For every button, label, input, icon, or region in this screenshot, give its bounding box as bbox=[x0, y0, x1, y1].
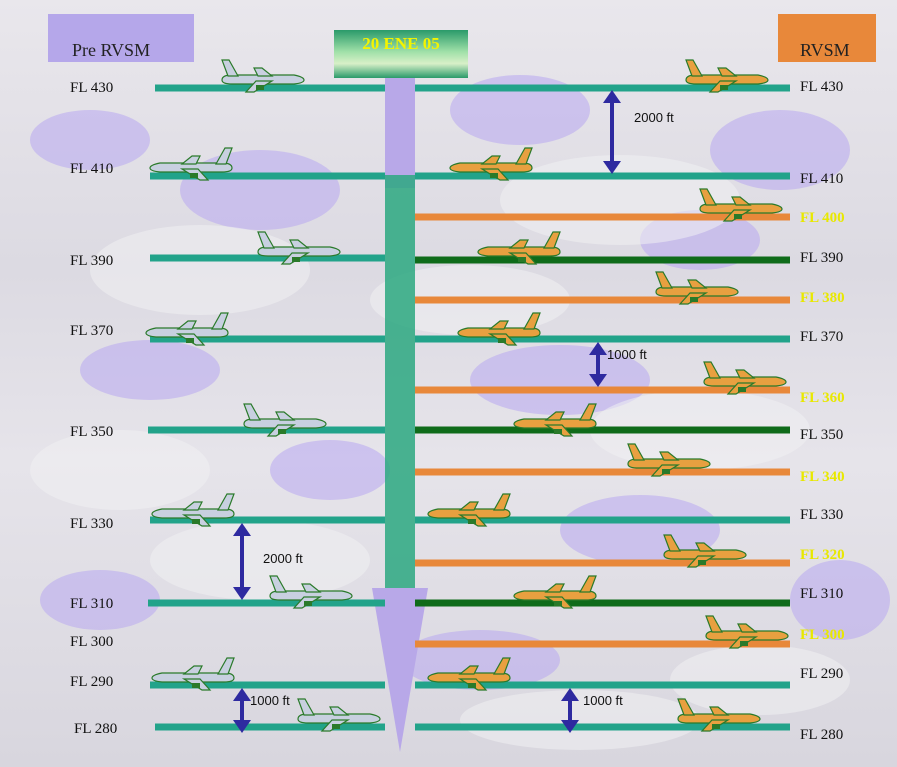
right-level-label: FL 330 bbox=[800, 507, 844, 523]
left-level-label: FL 350 bbox=[70, 424, 114, 440]
separation-label: 2000 ft bbox=[634, 110, 674, 125]
timeline-arrow-shaft bbox=[385, 78, 415, 188]
airplane-icon bbox=[655, 271, 739, 305]
airplane-icon bbox=[627, 443, 711, 477]
separation-arrow-head bbox=[589, 374, 607, 387]
right-level-label: FL 350 bbox=[800, 427, 844, 443]
right-level-label: FL 390 bbox=[800, 250, 844, 266]
separation-label: 1000 ft bbox=[250, 693, 290, 708]
right-level-label: FL 360 bbox=[800, 390, 845, 406]
left-level-label: FL 390 bbox=[70, 253, 114, 269]
cloud-shape bbox=[80, 340, 220, 400]
airplane-icon bbox=[427, 493, 511, 527]
airplane-icon bbox=[705, 615, 789, 649]
right-level-label: FL 340 bbox=[800, 469, 845, 485]
separation-arrow-head bbox=[603, 90, 621, 103]
separation-arrow-head bbox=[603, 161, 621, 174]
airplane-icon bbox=[703, 361, 787, 395]
right-level-label: FL 370 bbox=[800, 329, 844, 345]
separation-arrow-head bbox=[233, 688, 251, 701]
right-level-label: FL 280 bbox=[800, 727, 844, 743]
airplane-icon bbox=[151, 657, 235, 691]
timeline-arrow-head bbox=[372, 588, 428, 752]
separation-arrow-head bbox=[233, 523, 251, 536]
airplane-icon bbox=[297, 698, 381, 732]
separation-label: 1000 ft bbox=[583, 693, 623, 708]
cloud-shape bbox=[710, 110, 850, 190]
rvsm-header: RVSM bbox=[778, 14, 876, 62]
airplane-icon bbox=[513, 403, 597, 437]
cloud-shape bbox=[460, 690, 700, 750]
rvsm-label: RVSM bbox=[800, 40, 850, 60]
left-level-label: FL 290 bbox=[70, 674, 114, 690]
cloud-shape bbox=[90, 225, 310, 315]
left-level-label: FL 280 bbox=[74, 721, 118, 737]
cloud-shape bbox=[670, 645, 850, 715]
airplane-icon bbox=[145, 312, 229, 346]
separation-arrow-head bbox=[561, 688, 579, 701]
right-level-label: FL 430 bbox=[800, 79, 844, 95]
separation-label: 1000 ft bbox=[607, 347, 647, 362]
cloud-shape bbox=[40, 570, 160, 630]
airplane-icon bbox=[269, 575, 353, 609]
airplane-icon bbox=[449, 147, 533, 181]
date-box: 20 ENE 05 bbox=[334, 30, 468, 78]
cloud-shape bbox=[450, 75, 590, 145]
airplane-icon bbox=[149, 147, 233, 181]
separation-arrow-head bbox=[233, 587, 251, 600]
cloud-shape bbox=[560, 495, 720, 565]
cloud-shape bbox=[270, 440, 390, 500]
cloud-shape bbox=[180, 150, 340, 230]
airplane-icon bbox=[243, 403, 327, 437]
separation-label: 2000 ft bbox=[263, 551, 303, 566]
left-level-label: FL 370 bbox=[70, 323, 114, 339]
pre-rvsm-label: Pre RVSM bbox=[72, 40, 151, 60]
separation-arrow-head bbox=[233, 720, 251, 733]
airplane-icon bbox=[685, 59, 769, 93]
cloud-shape bbox=[150, 520, 370, 600]
left-level-label: FL 330 bbox=[70, 516, 114, 532]
cloud-shape bbox=[30, 110, 150, 170]
right-level-label: FL 300 bbox=[800, 627, 845, 643]
airplane-icon bbox=[427, 657, 511, 691]
left-level-label: FL 410 bbox=[70, 161, 114, 177]
cloud-shape bbox=[470, 345, 650, 415]
cloud-shape bbox=[790, 560, 890, 640]
airplane-icon bbox=[663, 534, 747, 568]
timeline-arrow-shaft bbox=[385, 175, 415, 595]
airplane-icon bbox=[513, 575, 597, 609]
airplane-icon bbox=[457, 312, 541, 346]
right-level-label: FL 410 bbox=[800, 171, 844, 187]
left-level-label: FL 300 bbox=[70, 634, 114, 650]
right-level-label: FL 380 bbox=[800, 290, 845, 306]
right-level-label: FL 320 bbox=[800, 547, 845, 563]
right-level-label: FL 400 bbox=[800, 210, 845, 226]
date-label: 20 ENE 05 bbox=[362, 34, 440, 53]
left-level-label: FL 310 bbox=[70, 596, 114, 612]
separation-arrow-head bbox=[589, 342, 607, 355]
cloud-shape bbox=[30, 430, 210, 510]
airplane-icon bbox=[477, 231, 561, 265]
right-level-label: FL 290 bbox=[800, 666, 844, 682]
airplane-icon bbox=[221, 59, 305, 93]
airplane-icon bbox=[151, 493, 235, 527]
airplane-icon bbox=[699, 188, 783, 222]
airplane-icon bbox=[677, 698, 761, 732]
left-level-label: FL 430 bbox=[70, 80, 114, 96]
right-level-label: FL 310 bbox=[800, 586, 844, 602]
airplane-icon bbox=[257, 231, 341, 265]
pre-rvsm-header: Pre RVSM bbox=[48, 14, 194, 62]
separation-arrow-head bbox=[561, 720, 579, 733]
